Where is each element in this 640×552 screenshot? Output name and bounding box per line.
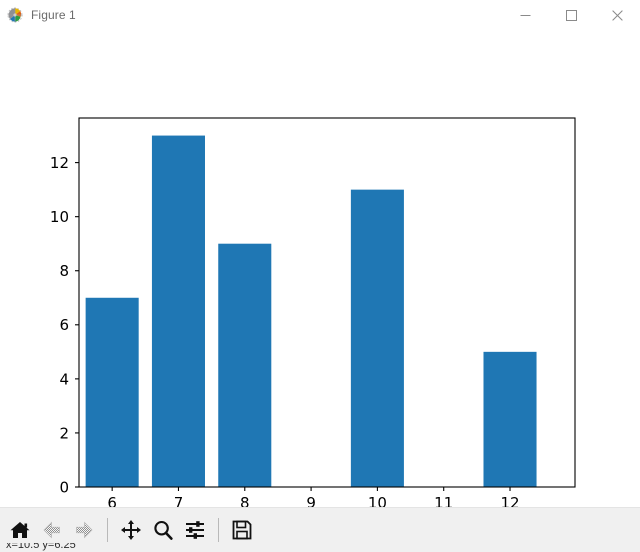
configure-subplots-icon bbox=[186, 521, 204, 539]
y-tick-label: 8 bbox=[59, 262, 69, 280]
x-tick-label: 9 bbox=[306, 494, 316, 507]
minimize-icon bbox=[520, 14, 530, 16]
window-title: Figure 1 bbox=[31, 8, 76, 22]
bar bbox=[350, 189, 404, 487]
home-icon bbox=[10, 522, 30, 538]
forward-button[interactable] bbox=[68, 513, 100, 547]
back-arrow-icon bbox=[43, 521, 60, 539]
x-tick-label: 7 bbox=[174, 494, 184, 507]
y-tick-label: 4 bbox=[59, 370, 69, 388]
figure-canvas[interactable]: 6 7 8 9 10 11 12 0 2 4 6 8 10 12 bbox=[0, 30, 640, 507]
back-button[interactable] bbox=[36, 513, 68, 547]
toolbar-separator-2 bbox=[218, 518, 219, 542]
x-tick-label: 10 bbox=[368, 494, 387, 507]
close-icon bbox=[611, 9, 623, 21]
pan-move-icon bbox=[121, 520, 141, 540]
x-tick-label: 11 bbox=[434, 494, 453, 507]
toolbar-separator-1 bbox=[107, 518, 108, 542]
bar-chart: 6 7 8 9 10 11 12 0 2 4 6 8 10 12 bbox=[0, 30, 640, 507]
figure-canvas-area: 6 7 8 9 10 11 12 0 2 4 6 8 10 12 bbox=[0, 30, 640, 507]
close-button[interactable] bbox=[594, 0, 640, 30]
x-tick-label: 6 bbox=[107, 494, 117, 507]
y-tick-label: 6 bbox=[59, 316, 69, 334]
bar bbox=[85, 297, 139, 487]
bar bbox=[218, 243, 272, 487]
zoom-button[interactable] bbox=[147, 513, 179, 547]
x-tick-label: 8 bbox=[240, 494, 250, 507]
configure-subplots-button[interactable] bbox=[179, 513, 211, 547]
save-button[interactable] bbox=[226, 513, 258, 547]
y-tick-label: 2 bbox=[59, 424, 69, 442]
status-bar: x=10.5 y=6.25 bbox=[0, 543, 640, 552]
bar bbox=[151, 135, 205, 487]
bar bbox=[483, 351, 537, 487]
y-tick-label: 12 bbox=[50, 154, 69, 172]
y-axis-ticks: 0 2 4 6 8 10 12 bbox=[50, 154, 79, 496]
y-tick-label: 0 bbox=[59, 478, 69, 496]
maximize-icon bbox=[565, 9, 577, 21]
window-controls bbox=[502, 0, 640, 30]
axes-spines bbox=[78, 117, 576, 488]
cursor-coordinates: x=10.5 y=6.25 bbox=[6, 543, 76, 551]
x-tick-label: 12 bbox=[500, 494, 519, 507]
y-tick-label: 10 bbox=[50, 208, 69, 226]
zoom-magnifier-icon bbox=[154, 520, 173, 540]
bars-group bbox=[85, 135, 537, 487]
x-axis-ticks: 6 7 8 9 10 11 12 bbox=[107, 487, 520, 507]
matplotlib-icon bbox=[7, 7, 23, 23]
save-floppy-icon bbox=[232, 520, 252, 540]
minimize-button[interactable] bbox=[502, 0, 548, 30]
maximize-button[interactable] bbox=[548, 0, 594, 30]
home-button[interactable] bbox=[4, 513, 36, 547]
title-bar[interactable]: Figure 1 bbox=[0, 0, 640, 30]
forward-arrow-icon bbox=[76, 521, 93, 539]
pan-button[interactable] bbox=[115, 513, 147, 547]
